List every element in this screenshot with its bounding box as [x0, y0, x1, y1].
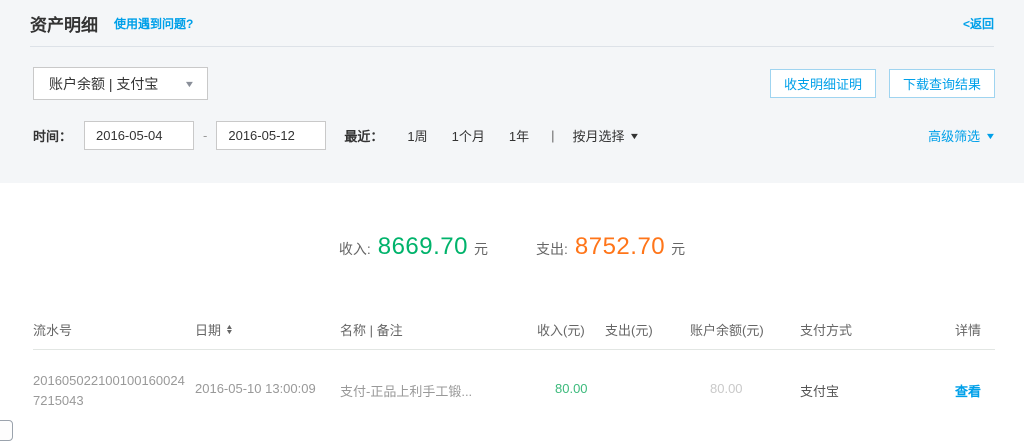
- view-detail-link[interactable]: 查看: [955, 384, 982, 399]
- column-header-payment: 支付方式: [800, 323, 853, 338]
- totals-summary: 收入: 8669.70 元 支出: 8752.70 元: [0, 183, 1024, 261]
- income-total: 8669.70: [377, 233, 468, 260]
- time-label: 时间：: [33, 129, 73, 144]
- divider: |: [551, 128, 555, 143]
- recent-label: 最近：: [344, 129, 384, 144]
- filter-panel: 资产明细 使用遇到问题? <返回 账户余额 | 支付宝 ▼ 收支明细证明 下载查…: [0, 0, 1024, 183]
- statement-proof-button[interactable]: 收支明细证明: [769, 69, 876, 98]
- chevron-down-icon: ▼: [183, 78, 196, 89]
- table-header-row: 流水号 日期 ▲ ▼ 名称 | 备注 收入(元) 支出(元) 账户余额(元) 支…: [33, 310, 995, 350]
- transactions-table: 流水号 日期 ▲ ▼ 名称 | 备注 收入(元) 支出(元) 账户余额(元) 支…: [0, 310, 1024, 411]
- account-row: 账户余额 | 支付宝 ▼ 收支明细证明 下载查询结果: [33, 67, 995, 100]
- expense-total: 8752.70: [574, 233, 666, 260]
- corner-artifact: [0, 420, 13, 441]
- account-select[interactable]: 账户余额 | 支付宝 ▼: [33, 67, 208, 100]
- advanced-filter-label: 高级筛选: [928, 129, 981, 144]
- income-label: 收入:: [338, 241, 371, 257]
- help-link[interactable]: 使用遇到问题?: [114, 16, 194, 31]
- download-results-button[interactable]: 下载查询结果: [888, 69, 995, 98]
- recent-1-week[interactable]: 1周: [407, 129, 428, 144]
- advanced-filter-toggle[interactable]: 高级筛选 ▼: [928, 126, 997, 145]
- recent-1-year[interactable]: 1年: [508, 129, 530, 144]
- cell-expense: [605, 371, 690, 381]
- time-filter-row: 时间： - 最近： 1周 1个月 1年 | 按月选择 ▼ 高级筛选 ▼: [33, 121, 997, 150]
- column-header-date-sort[interactable]: 日期 ▲ ▼: [195, 323, 234, 338]
- column-header-name: 名称 | 备注: [340, 323, 403, 338]
- cell-income: 80.00: [555, 381, 588, 396]
- page-title: 资产明细: [30, 15, 98, 35]
- cell-payment-method: 支付宝: [800, 384, 840, 399]
- sort-icon: ▲ ▼: [225, 323, 234, 336]
- chevron-down-icon: ▼: [629, 130, 641, 141]
- column-header-balance: 账户余额(元): [690, 323, 764, 338]
- date-separator: -: [203, 128, 208, 143]
- account-select-value: 账户余额 | 支付宝: [49, 75, 159, 92]
- back-link[interactable]: <返回: [962, 16, 994, 31]
- column-header-serial: 流水号: [33, 323, 73, 338]
- month-select-dropdown[interactable]: 按月选择 ▼: [572, 126, 641, 145]
- table-row: 2016050221001001600247215043 2016-05-10 …: [33, 350, 995, 411]
- expense-label: 支出:: [536, 241, 568, 257]
- chevron-down-icon: ▼: [984, 130, 997, 141]
- income-unit: 元: [474, 241, 488, 257]
- month-select-label: 按月选择: [572, 129, 625, 144]
- title-bar: 资产明细 使用遇到问题? <返回: [30, 0, 994, 47]
- cell-date: 2016-05-10 13:00:09: [195, 381, 316, 396]
- cell-serial-number: 2016050221001001600247215043: [33, 373, 185, 408]
- column-header-expense: 支出(元): [605, 323, 653, 338]
- expense-unit: 元: [671, 241, 686, 257]
- cell-name: 支付-正品上利手工锻...: [340, 384, 473, 399]
- date-to-input[interactable]: [216, 121, 327, 150]
- cell-balance: 80.00: [710, 381, 743, 396]
- recent-1-month[interactable]: 1个月: [451, 129, 485, 144]
- date-from-input[interactable]: [84, 121, 195, 150]
- column-header-income: 收入(元): [537, 323, 585, 338]
- column-header-detail: 详情: [955, 323, 982, 338]
